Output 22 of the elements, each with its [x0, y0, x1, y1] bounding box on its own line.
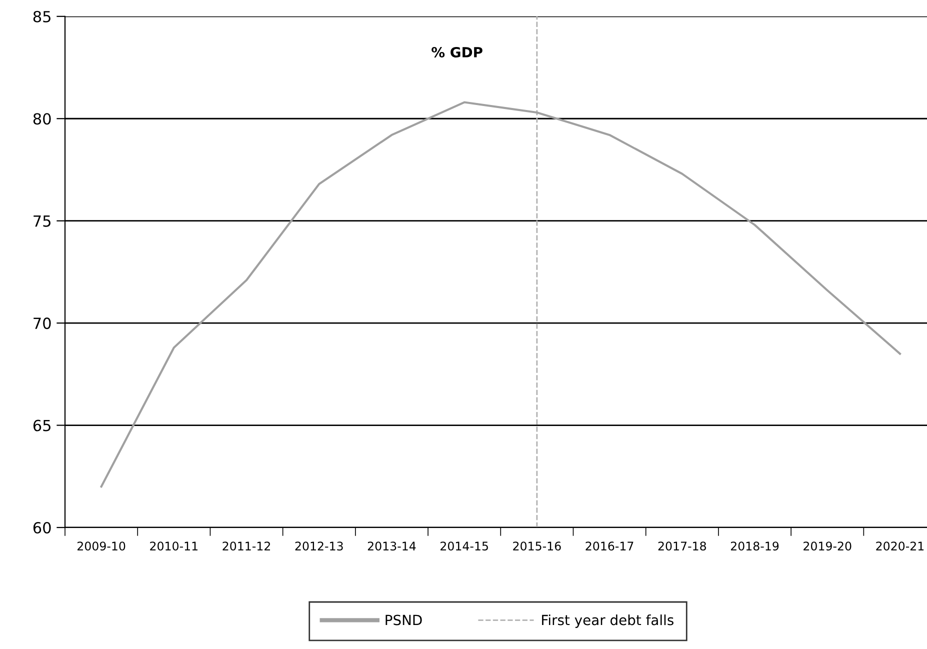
y-tick-label: 70 [34, 318, 51, 330]
x-tick-label: 2020-21 [876, 542, 924, 551]
y-tick-label: 85 [33, 10, 50, 22]
x-tick-label: 2012-13 [295, 542, 343, 551]
x-tick-label: 2011-12 [222, 542, 270, 551]
y-tick-label: 75 [34, 216, 50, 227]
x-tick-label: 2010-11 [150, 542, 198, 551]
x-tick-label: 2019-20 [804, 542, 852, 551]
x-tick-label: 2018-19 [730, 542, 779, 551]
text: % GDP [432, 46, 482, 58]
x-tick-label: 2015-16 [513, 542, 561, 551]
line-series [100, 101, 902, 488]
x-tick-label: 2013-14 [368, 542, 416, 551]
x-tick-label: 2017-18 [658, 542, 706, 551]
x-tick-label: 2016-17 [586, 542, 634, 551]
x-tick-label: 2014-15 [440, 542, 488, 551]
legend-label: PSND [386, 614, 422, 626]
legend-label: First year debt falls [542, 614, 674, 628]
y-tick-label: 65 [33, 420, 50, 432]
x-tick-label: 2009-10 [78, 542, 126, 551]
y-tick-label: 80 [33, 113, 51, 125]
y-tick-label: 60 [33, 522, 51, 534]
